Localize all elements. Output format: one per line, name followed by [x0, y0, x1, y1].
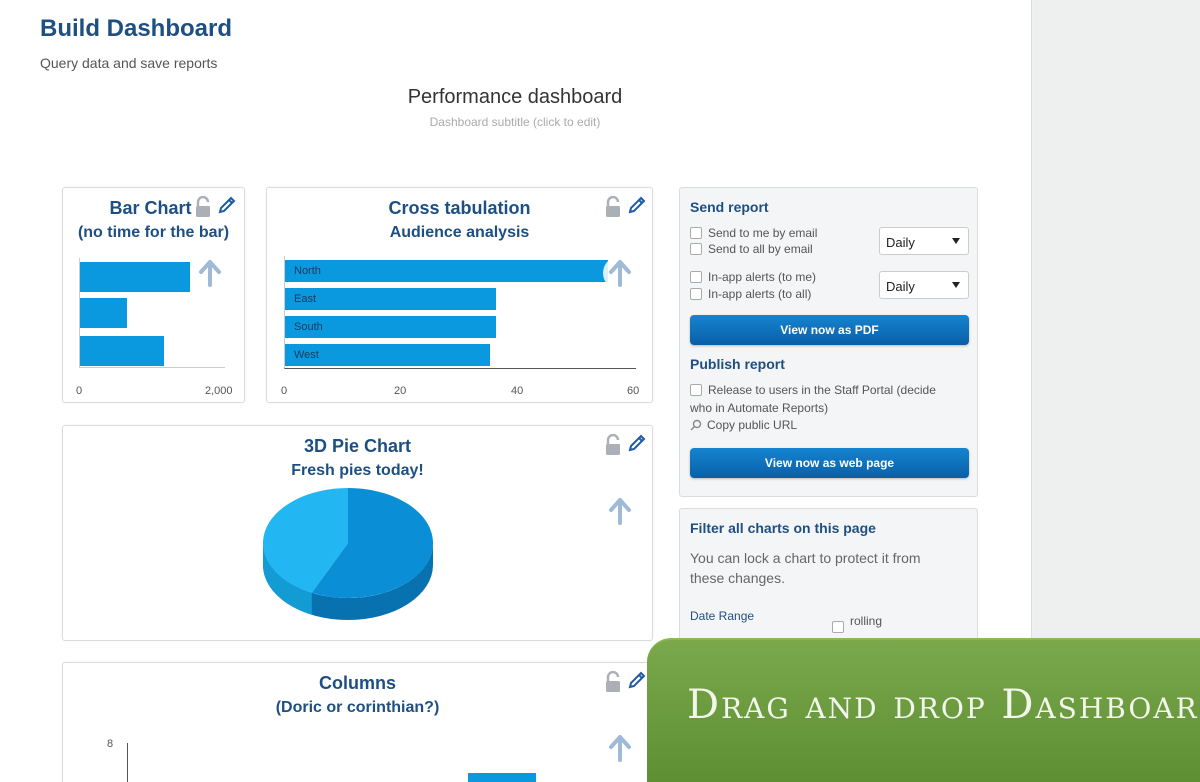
option-label: Send to all by email — [708, 242, 813, 256]
select-value: Daily — [886, 279, 915, 294]
dashboard-subtitle[interactable]: Dashboard subtitle (click to edit) — [429, 115, 601, 129]
lock-icon[interactable] — [603, 196, 623, 218]
bar-label: East — [294, 293, 317, 305]
view-pdf-button[interactable]: View now as PDF — [690, 315, 969, 345]
filter-text-line: these changes. — [690, 570, 785, 586]
card-subtitle: (no time for the bar) — [77, 224, 230, 241]
send-all-email-option[interactable]: Send to all by email — [690, 242, 813, 256]
column-bar — [468, 773, 536, 782]
move-arrow-icon[interactable] — [603, 494, 637, 528]
tick-label: 0 — [281, 385, 288, 397]
bar-chart-card[interactable]: Bar Chart (no time for the bar) 0 2,000 — [62, 187, 245, 403]
columns-card[interactable]: Columns (Doric or corinthian?) 8 — [62, 662, 653, 782]
copy-url-label[interactable]: Copy public URL — [707, 418, 798, 432]
checkbox[interactable] — [690, 288, 702, 300]
y-axis — [127, 743, 128, 782]
release-detail: who in Automate Reports) — [690, 401, 829, 415]
bar — [80, 336, 164, 366]
option-label: rolling — [850, 614, 883, 628]
card-subtitle: Fresh pies today! — [291, 462, 424, 479]
bar-chart-plot — [79, 258, 225, 368]
edit-pencil-icon[interactable] — [217, 194, 237, 216]
tick-label: 40 — [511, 385, 524, 397]
promo-banner: Drag and drop Dashboards — [647, 638, 1200, 782]
bar: East — [285, 288, 496, 310]
cross-tab-plot: North East South West — [284, 256, 636, 369]
tick-label: 8 — [107, 738, 114, 750]
move-arrow-icon[interactable] — [603, 256, 637, 290]
pie-slice — [311, 488, 433, 598]
option-label: In-app alerts (to all) — [708, 287, 812, 301]
alerts-all-option[interactable]: In-app alerts (to all) — [690, 287, 811, 301]
option-label: Send to me by email — [708, 226, 818, 240]
tick-label: 2,000 — [205, 385, 233, 397]
card-title: 3D Pie Chart — [303, 436, 412, 456]
checkbox[interactable] — [690, 271, 702, 283]
lock-icon[interactable] — [603, 434, 623, 456]
release-staff-portal-option[interactable]: Release to users in the Staff Portal (de… — [690, 383, 936, 397]
card-title: Bar Chart — [109, 198, 192, 218]
search-icon — [690, 419, 702, 430]
bar-label: South — [294, 321, 323, 333]
card-subtitle: (Doric or corinthian?) — [275, 699, 440, 716]
pie-chart-card[interactable]: 3D Pie Chart Fresh pies today! — [62, 425, 653, 641]
option-label: Release to users in the Staff Portal (de… — [708, 383, 936, 397]
frequency-select-email[interactable]: Daily — [879, 227, 969, 255]
edit-pencil-icon[interactable] — [627, 194, 647, 216]
checkbox[interactable] — [690, 384, 702, 396]
bar — [80, 262, 190, 292]
frequency-select-alerts[interactable]: Daily — [879, 271, 969, 299]
send-report-panel: Send report Send to me by email Send to … — [679, 187, 978, 497]
page-subtitle: Query data and save reports — [40, 55, 218, 71]
bar-label: North — [294, 265, 321, 277]
card-title: Columns — [318, 673, 396, 693]
pie-slice — [263, 488, 348, 593]
checkbox[interactable] — [832, 621, 844, 633]
banner-text: Drag and drop Dashboards — [687, 682, 1200, 728]
send-report-heading: Send report — [690, 199, 769, 215]
lock-icon[interactable] — [603, 671, 623, 693]
date-range-label: Date Range — [690, 609, 755, 623]
checkbox[interactable] — [690, 243, 702, 255]
rolling-option[interactable]: rolling — [832, 609, 882, 633]
move-arrow-icon[interactable] — [193, 256, 227, 290]
bar: South — [285, 316, 496, 338]
view-web-page-button[interactable]: View now as web page — [690, 448, 969, 478]
bar: North — [285, 260, 608, 282]
option-label: In-app alerts (to me) — [708, 270, 817, 284]
alerts-me-option[interactable]: In-app alerts (to me) — [690, 270, 816, 284]
publish-report-heading: Publish report — [690, 356, 785, 372]
filter-description: You can lock a chart to protect it from … — [690, 548, 921, 588]
send-me-email-option[interactable]: Send to me by email — [690, 226, 817, 240]
tick-label: 60 — [627, 385, 640, 397]
filter-panel: Filter all charts on this page You can l… — [679, 508, 978, 648]
bar-label: West — [294, 349, 319, 361]
filter-heading: Filter all charts on this page — [690, 520, 876, 536]
edit-pencil-icon[interactable] — [627, 432, 647, 454]
bar — [80, 298, 127, 328]
select-value: Daily — [886, 235, 915, 250]
dropdown-arrow-icon — [952, 282, 960, 288]
card-subtitle: Audience analysis — [389, 224, 530, 241]
filter-text-line: You can lock a chart to protect it from — [690, 550, 921, 566]
edit-pencil-icon[interactable] — [627, 669, 647, 691]
page-title: Build Dashboard — [40, 15, 233, 42]
tick-label: 20 — [394, 385, 407, 397]
checkbox[interactable] — [690, 227, 702, 239]
dropdown-arrow-icon — [952, 238, 960, 244]
copy-public-url[interactable]: Copy public URL — [690, 418, 797, 432]
move-arrow-icon[interactable] — [603, 731, 637, 765]
cross-tab-card[interactable]: Cross tabulation Audience analysis North… — [266, 187, 653, 403]
bar: West — [285, 344, 490, 366]
tick-label: 0 — [76, 385, 83, 397]
pie-chart — [263, 488, 433, 620]
lock-icon[interactable] — [193, 196, 213, 218]
dashboard-title[interactable]: Performance dashboard — [407, 86, 623, 108]
card-title: Cross tabulation — [388, 198, 531, 218]
pie-side — [263, 543, 312, 615]
